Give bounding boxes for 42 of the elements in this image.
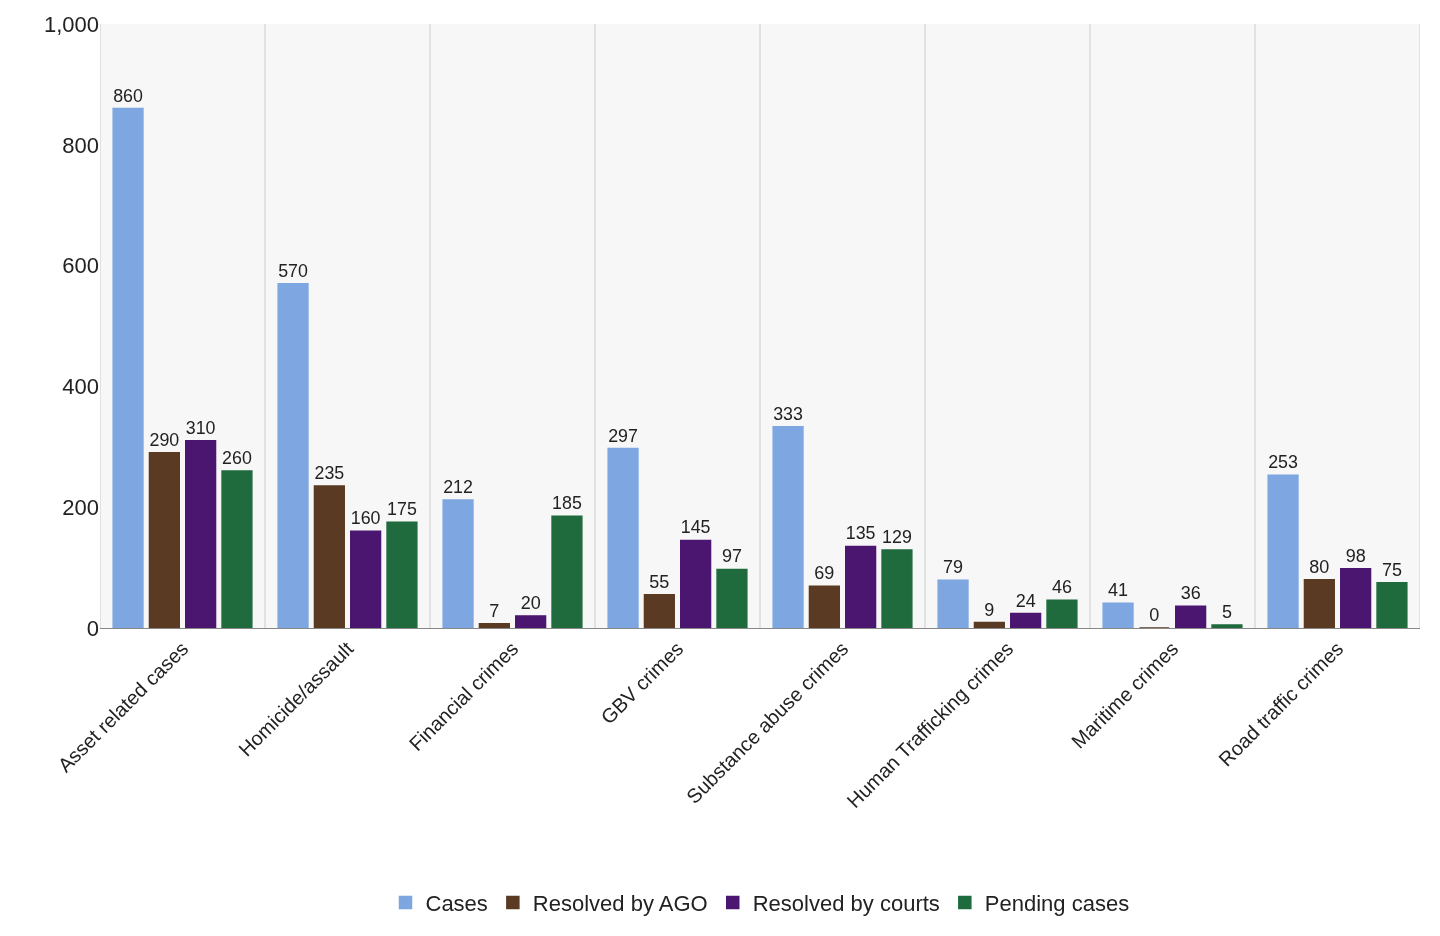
data-label: 7 [489, 600, 500, 621]
data-label: 145 [680, 517, 711, 538]
data-label: 55 [649, 571, 670, 592]
data-label: 212 [443, 476, 473, 497]
data-label: 69 [814, 563, 835, 584]
data-label: 79 [943, 557, 964, 578]
data-label: 185 [552, 493, 582, 514]
y-tick-label: 1,000 [43, 11, 99, 37]
data-label: 80 [1309, 556, 1330, 577]
data-label: 46 [1051, 577, 1072, 598]
data-label: 98 [1345, 545, 1366, 566]
data-label: 297 [608, 425, 638, 446]
legend-label: Cases [425, 891, 488, 917]
y-tick-label: 0 [86, 615, 99, 641]
y-tick-label: 200 [62, 494, 99, 520]
y-tick-label: 800 [62, 132, 99, 158]
data-label: 333 [773, 403, 803, 424]
data-label: 175 [387, 499, 417, 520]
data-label: 860 [113, 85, 143, 106]
data-label: 310 [185, 417, 216, 438]
data-label: 260 [222, 448, 252, 468]
data-label: 129 [882, 527, 912, 548]
legend-label: Pending cases [984, 891, 1130, 917]
y-tick-label: 400 [62, 374, 99, 400]
data-label: 75 [1381, 559, 1402, 580]
data-label: 570 [278, 260, 308, 281]
data-label: 0 [1149, 605, 1160, 625]
data-label: 5 [1221, 601, 1232, 622]
data-label: 97 [721, 546, 742, 567]
y-tick-label: 600 [62, 253, 99, 279]
legend-label: Resolved by AGO [532, 891, 708, 917]
data-label: 235 [314, 463, 345, 484]
data-label: 135 [845, 523, 876, 544]
data-label: 160 [350, 508, 381, 529]
data-label: 20 [520, 592, 541, 613]
data-label: 253 [1268, 452, 1298, 473]
data-label: 36 [1180, 583, 1201, 604]
legend-label: Resolved by courts [752, 891, 940, 917]
data-label: 24 [1015, 590, 1036, 611]
data-label: 41 [1108, 580, 1129, 601]
data-label: 9 [984, 599, 995, 620]
data-label: 290 [149, 429, 180, 450]
